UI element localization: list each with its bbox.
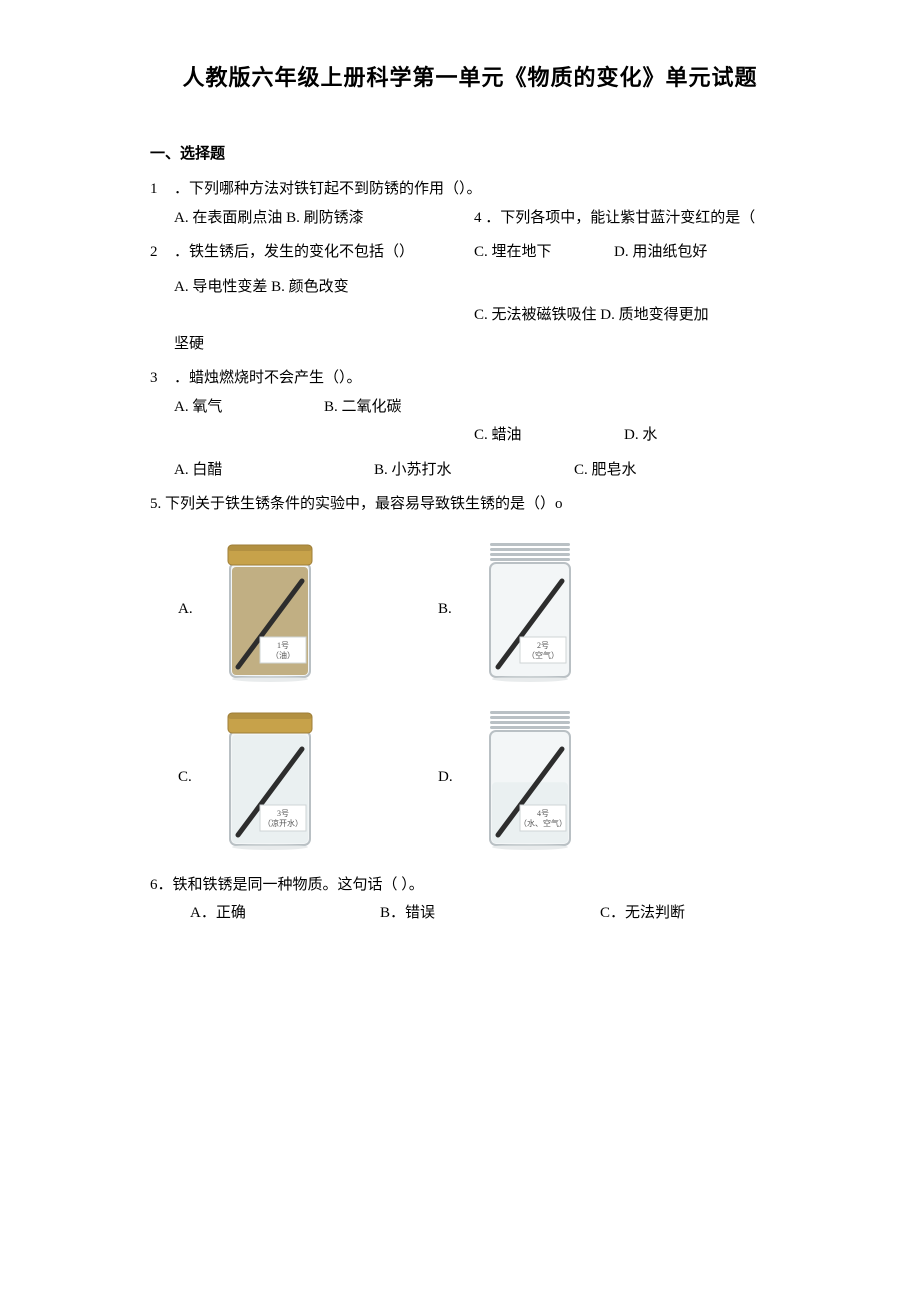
jar-row-1: A. 1号（油） B. 2号（空气）: [150, 535, 790, 685]
svg-text:（凉开水）: （凉开水）: [263, 818, 303, 828]
svg-text:（油）: （油）: [271, 650, 295, 660]
q6-opt-c: C．无法判断: [600, 899, 685, 928]
q2-stem: ．铁生锈后，发生的变化不包括（）: [174, 238, 474, 267]
q3-opt-b: B. 二氧化碳: [324, 393, 474, 422]
q1-stem: ．下列哪种方法对铁钉起不到防锈的作用（）。: [174, 175, 482, 204]
svg-text:（水、空气）: （水、空气）: [519, 818, 567, 828]
q6-opt-a: A．正确: [190, 899, 380, 928]
jar-row-2: C. 3号（凉开水） D. 4号（水、空气）: [150, 703, 790, 853]
svg-text:4号: 4号: [537, 809, 549, 818]
q4-inline-stem: 4 ．下列各项中，能让紫甘蓝汁变红的是（: [474, 204, 790, 233]
jar-c-svg: 3号（凉开水）: [210, 703, 330, 853]
question-2: 2 ．铁生锈后，发生的变化不包括（） C. 埋在地下 D. 用油纸包好 A. 导…: [150, 238, 790, 358]
q3-num: 3: [150, 364, 174, 393]
q2-tail: 坚硬: [174, 330, 204, 359]
q2-opt-ab: A. 导电性变差 B. 颜色改变: [174, 273, 474, 302]
jar-d-svg: 4号（水、空气）: [470, 703, 590, 853]
q3-opt-a: A. 氧气: [174, 393, 324, 422]
question-5: 5. 下列关于铁生锈条件的实验中，最容易导致铁生锈的是（）o: [150, 490, 790, 519]
q2-num: 2: [150, 238, 174, 267]
section-header: 一、选择题: [150, 142, 790, 163]
jar-d-label: D.: [438, 769, 470, 786]
q1-opt-d: D. 用油纸包好: [614, 238, 707, 267]
jar-a-label: A.: [178, 601, 210, 618]
q3-stem: ．蜡烛燃烧时不会产生（）。: [174, 364, 362, 393]
q1-opt-c: C. 埋在地下: [474, 238, 614, 267]
svg-text:3号: 3号: [277, 809, 289, 818]
svg-text:（空气）: （空气）: [527, 650, 559, 660]
q4-opt-c: C. 肥皂水: [574, 456, 637, 485]
question-1: 1 ．下列哪种方法对铁钉起不到防锈的作用（）。 A. 在表面刷点油 B. 刷防锈…: [150, 175, 790, 232]
q3-opt-d: D. 水: [624, 421, 657, 450]
question-4-opts: A. 白醋 B. 小苏打水 C. 肥皂水: [150, 456, 790, 485]
svg-text:2号: 2号: [537, 641, 549, 650]
jar-b-label: B.: [438, 601, 470, 618]
q1-num: 1: [150, 175, 174, 204]
q6-opt-b: B．错误: [380, 899, 600, 928]
question-3: 3 ．蜡烛燃烧时不会产生（）。 A. 氧气 B. 二氧化碳 C. 蜡油 D. 水: [150, 364, 790, 450]
q1-opt-ab: A. 在表面刷点油 B. 刷防锈漆: [174, 204, 474, 233]
q6-stem: 6．铁和铁锈是同一种物质。这句话（ ）。: [150, 871, 790, 900]
q4-opt-b: B. 小苏打水: [374, 456, 574, 485]
q4-opt-a: A. 白醋: [174, 456, 374, 485]
q2-opt-cd: C. 无法被磁铁吸住 D. 质地变得更加: [474, 301, 790, 330]
jar-b-svg: 2号（空气）: [470, 535, 590, 685]
jar-c-label: C.: [178, 769, 210, 786]
q5-stem: 5. 下列关于铁生锈条件的实验中，最容易导致铁生锈的是（）o: [150, 490, 790, 519]
question-6: 6．铁和铁锈是同一种物质。这句话（ ）。 A．正确 B．错误 C．无法判断: [150, 871, 790, 928]
q3-opt-c: C. 蜡油: [474, 421, 624, 450]
svg-text:1号: 1号: [277, 641, 289, 650]
jar-a-svg: 1号（油）: [210, 535, 330, 685]
page-title: 人教版六年级上册科学第一单元《物质的变化》单元试题: [150, 60, 790, 92]
